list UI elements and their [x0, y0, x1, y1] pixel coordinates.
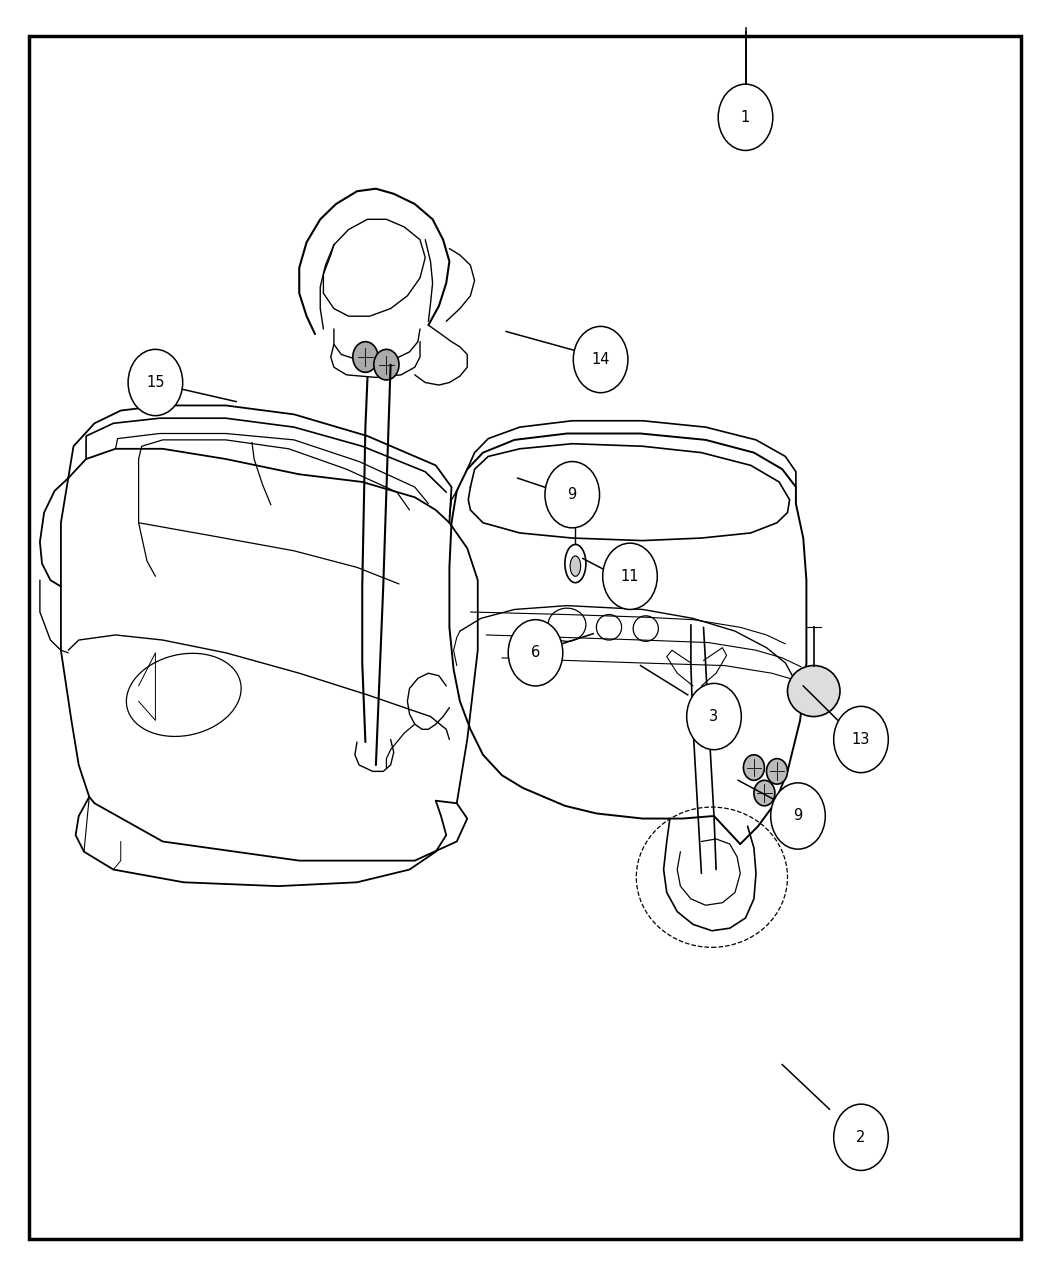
- Circle shape: [508, 620, 563, 686]
- Text: 15: 15: [146, 375, 165, 390]
- Circle shape: [545, 462, 600, 528]
- Text: 6: 6: [531, 645, 540, 660]
- Ellipse shape: [754, 780, 775, 806]
- Text: 9: 9: [794, 808, 802, 824]
- Ellipse shape: [570, 556, 581, 576]
- Circle shape: [834, 706, 888, 773]
- Text: 11: 11: [621, 569, 639, 584]
- Text: 13: 13: [852, 732, 870, 747]
- Text: 3: 3: [710, 709, 718, 724]
- Text: 9: 9: [568, 487, 576, 502]
- Ellipse shape: [743, 755, 764, 780]
- Circle shape: [718, 84, 773, 150]
- Ellipse shape: [353, 342, 378, 372]
- Circle shape: [687, 683, 741, 750]
- Circle shape: [834, 1104, 888, 1170]
- Text: 2: 2: [857, 1130, 865, 1145]
- Circle shape: [603, 543, 657, 609]
- Ellipse shape: [374, 349, 399, 380]
- Circle shape: [771, 783, 825, 849]
- Circle shape: [573, 326, 628, 393]
- Text: 14: 14: [591, 352, 610, 367]
- Ellipse shape: [766, 759, 788, 784]
- Ellipse shape: [788, 666, 840, 717]
- Circle shape: [128, 349, 183, 416]
- Text: 1: 1: [741, 110, 750, 125]
